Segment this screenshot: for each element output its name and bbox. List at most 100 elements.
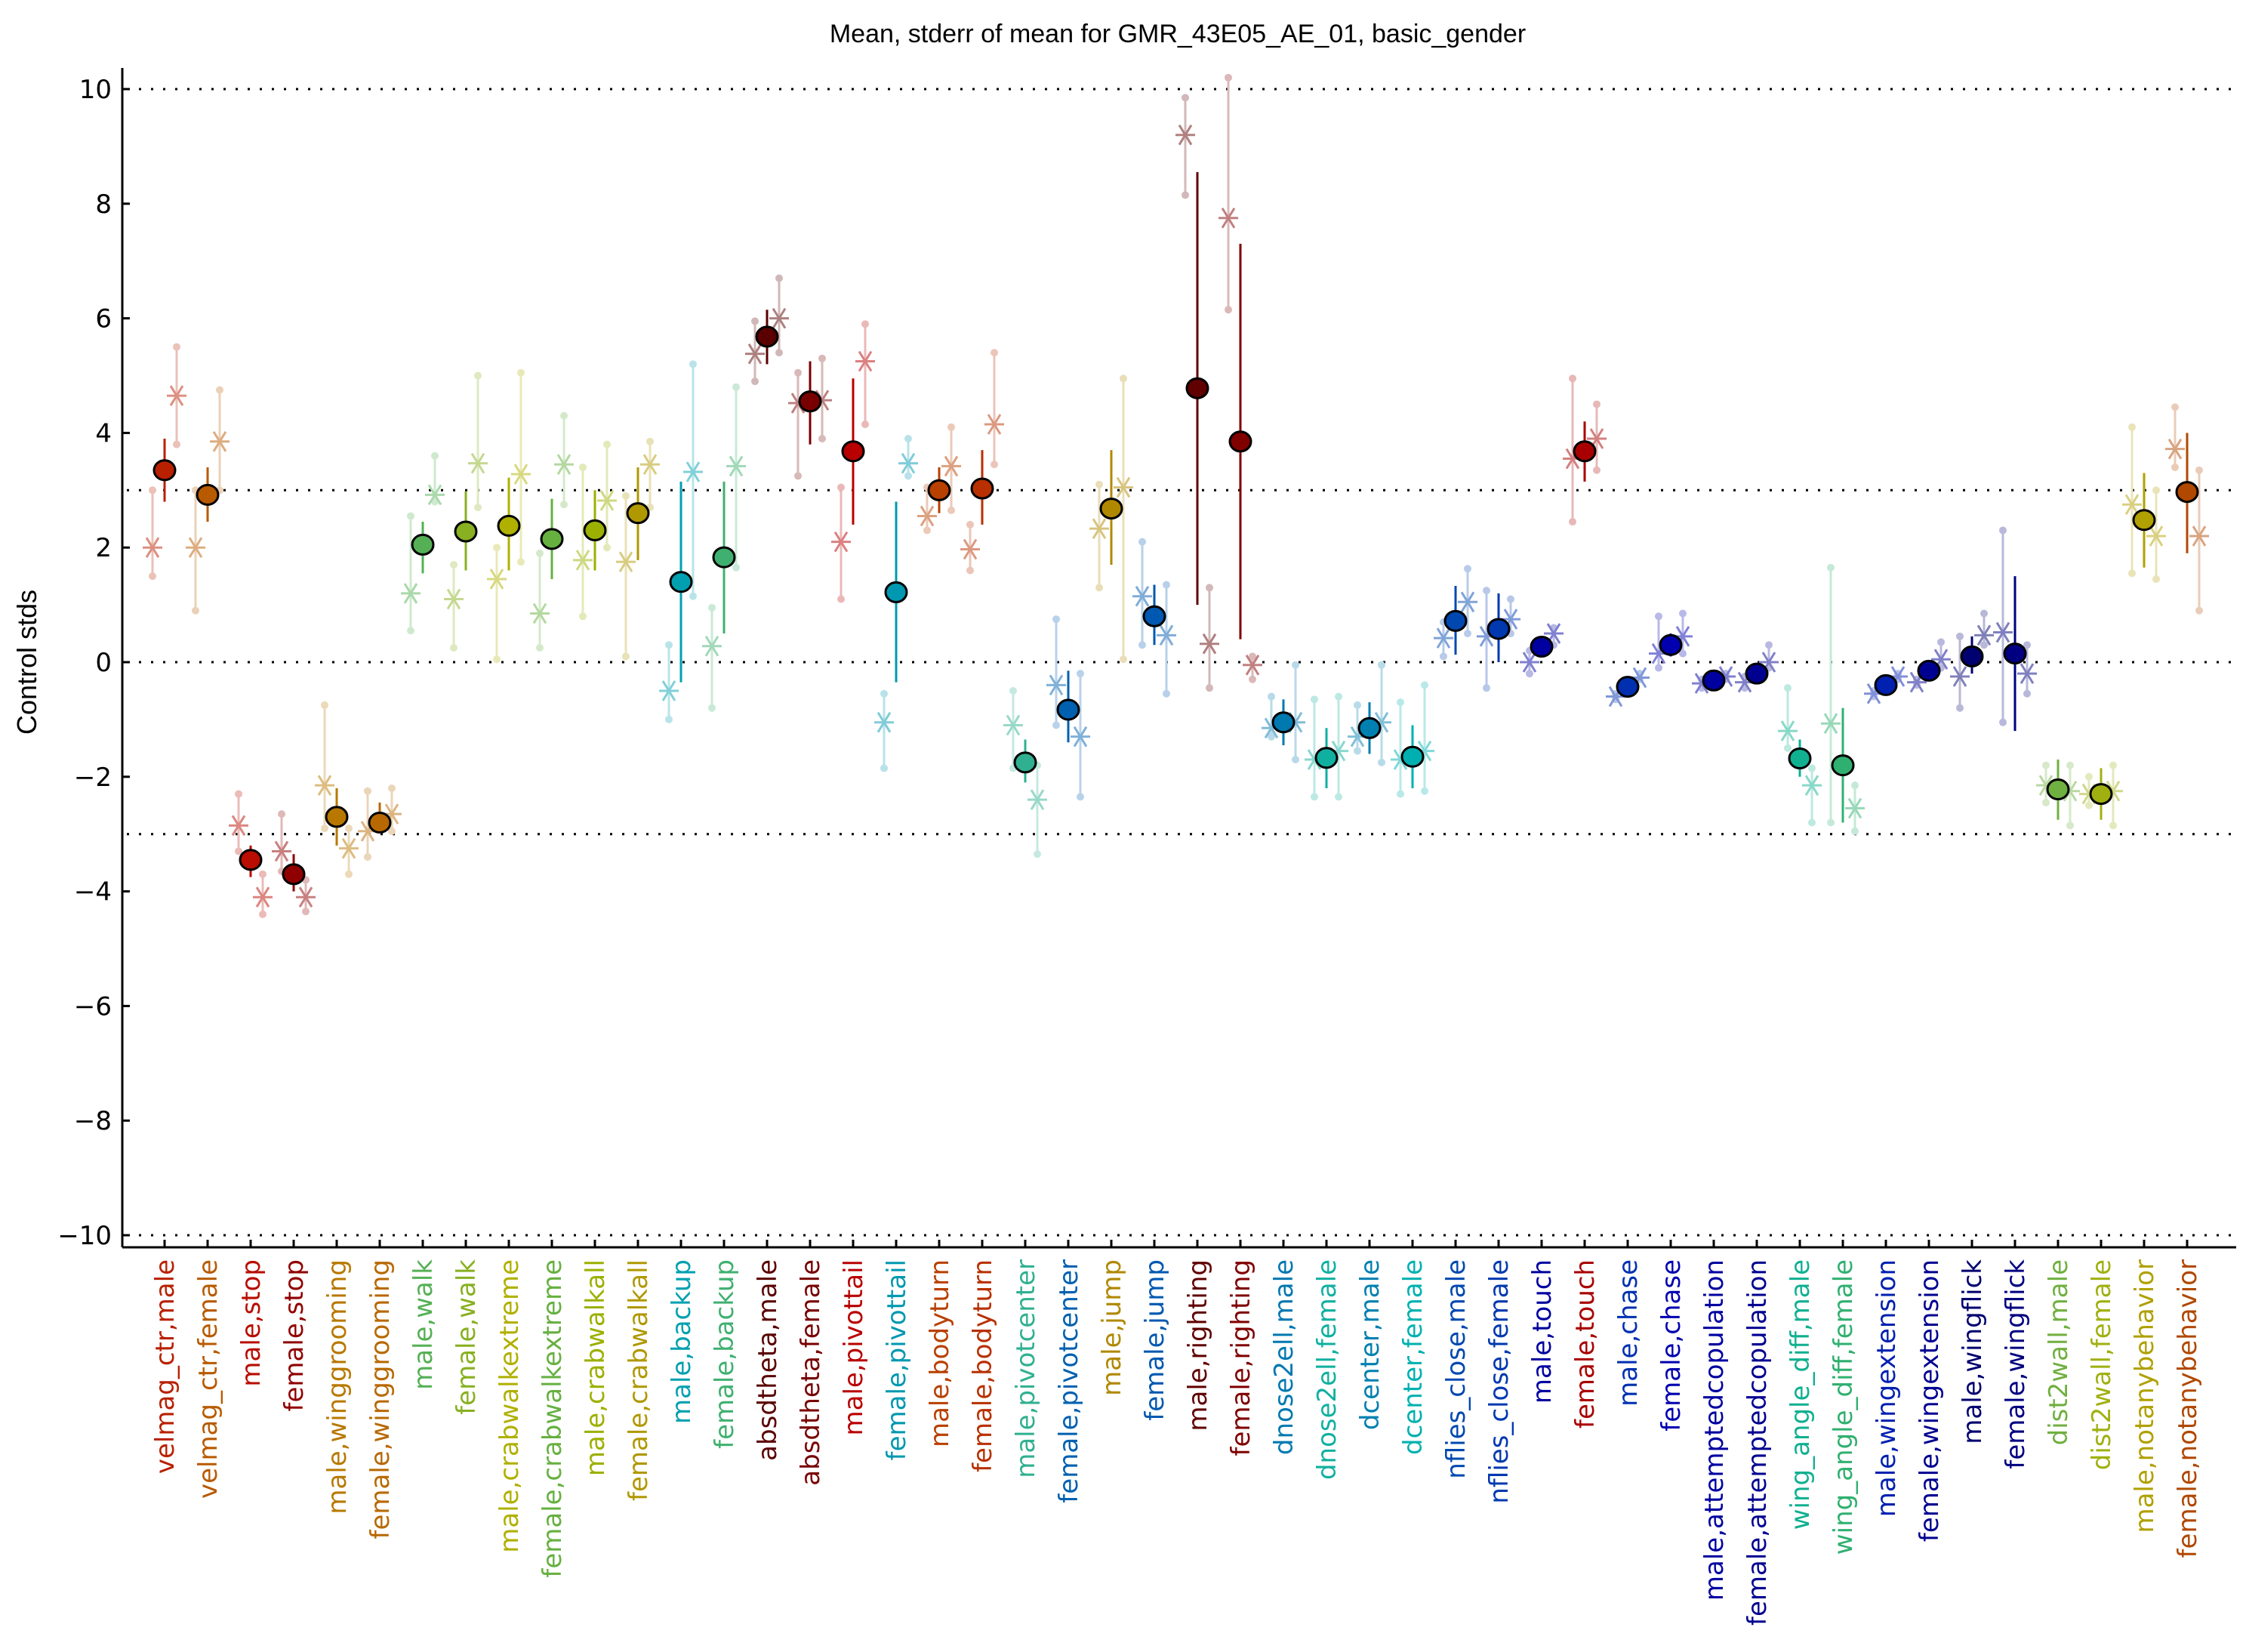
experiment-error-cap <box>837 595 845 603</box>
experiment-error-cap <box>1679 609 1687 618</box>
category-group <box>487 368 531 664</box>
experiment-error-cap <box>1397 698 1404 707</box>
experiment-error-cap <box>364 853 371 861</box>
experiment-error-cap <box>1311 793 1318 801</box>
experiment-mean-asterisk <box>143 537 162 558</box>
experiment-error-cap <box>1956 704 1964 712</box>
experiment-error-cap <box>1354 701 1361 709</box>
experiment-error-cap <box>1464 565 1471 573</box>
experiment-error-cap <box>2195 606 2203 615</box>
experiment-error-cap <box>1956 632 1964 640</box>
experiment-error-cap <box>1483 684 1490 692</box>
experiment-mean-asterisk <box>1219 207 1238 229</box>
mean-marker <box>1874 673 1898 696</box>
x-tick-label: female,jump <box>1140 1259 1170 1421</box>
experiment-error-cap <box>1851 781 1859 790</box>
experiment-error-cap <box>2042 761 2050 769</box>
experiment-mean-asterisk <box>1089 518 1109 539</box>
experiment-error-cap <box>1249 652 1256 661</box>
category-group <box>960 349 1004 575</box>
category-group <box>1391 681 1434 798</box>
experiment-mean-asterisk <box>1175 124 1195 146</box>
experiment-error-cap <box>1249 675 1256 683</box>
experiment-error-cap <box>2171 463 2179 471</box>
experiment-mean-asterisk <box>745 343 765 365</box>
experiment-error-cap <box>1593 466 1601 474</box>
experiment-mean-asterisk <box>659 680 679 701</box>
x-tick-label: male,attemptedcopulation <box>1699 1259 1730 1601</box>
y-tick-label: −2 <box>74 763 112 793</box>
mean-marker <box>583 519 607 541</box>
mean-marker <box>239 849 263 871</box>
experiment-error-cap <box>708 704 716 712</box>
experiment-error-cap <box>235 790 242 798</box>
experiment-error-cap <box>2066 821 2074 830</box>
mean-marker <box>1917 659 1941 682</box>
mean-marker <box>626 502 650 525</box>
experiment-error-cap <box>603 440 611 448</box>
experiment-error-cap <box>1206 684 1213 692</box>
y-tick-label: −10 <box>57 1221 112 1251</box>
category-group <box>1520 623 1564 678</box>
experiment-error-cap <box>861 421 869 429</box>
x-tick-label: male,notanybehavior <box>2130 1259 2160 1533</box>
category-group <box>401 452 445 635</box>
experiment-error-cap <box>2171 403 2179 411</box>
experiment-error-cap <box>321 701 328 709</box>
experiment-error-cap <box>1095 480 1103 489</box>
experiment-error-cap <box>474 371 482 380</box>
experiment-mean-asterisk <box>640 454 660 475</box>
experiment-error-cap <box>603 544 611 552</box>
experiment-mean-asterisk <box>597 490 617 511</box>
x-tick-label: male,righting <box>1183 1259 1213 1432</box>
x-tick-label: dnose2ell,female <box>1312 1259 1342 1480</box>
mean-marker <box>1013 751 1037 774</box>
experiment-error-cap <box>904 434 912 442</box>
experiment-error-cap <box>173 343 180 351</box>
mean-marker <box>669 571 693 593</box>
experiment-mean-asterisk <box>1071 726 1090 747</box>
y-tick-label: 0 <box>95 648 112 678</box>
x-tick-label: female,chase <box>1656 1259 1687 1432</box>
experiment-error-cap <box>1980 609 1988 618</box>
x-tick-label: female,bodyturn <box>968 1259 998 1472</box>
experiment-error-cap <box>2109 821 2117 830</box>
experiment-error-cap <box>1851 827 1859 835</box>
mean-marker <box>1831 754 1855 777</box>
category-group <box>143 343 186 581</box>
x-tick-label: wing_angle_diff,male <box>1785 1259 1816 1530</box>
experiment-mean-asterisk <box>683 461 703 482</box>
mean-marker <box>2046 778 2070 800</box>
category-group <box>1348 661 1391 766</box>
experiment-error-cap <box>1526 670 1533 678</box>
experiment-mean-asterisk <box>2146 525 2166 547</box>
experiment-error-cap <box>622 652 630 661</box>
experiment-error-cap <box>1120 655 1127 664</box>
experiment-error-cap <box>1980 641 1988 649</box>
experiment-mean-asterisk <box>1243 655 1262 676</box>
experiment-error-cap <box>2066 761 2074 769</box>
mean-marker <box>1702 669 1726 692</box>
experiment-error-cap <box>732 563 740 572</box>
experiment-error-cap <box>536 549 544 557</box>
mean-marker <box>1056 698 1080 721</box>
experiment-mean-asterisk <box>253 886 273 908</box>
category-group <box>1735 641 1779 693</box>
mean-marker <box>1314 747 1339 769</box>
experiment-error-cap <box>1311 695 1318 704</box>
mean-marker <box>1357 717 1382 739</box>
experiment-error-cap <box>947 506 955 514</box>
experiment-error-cap <box>1569 374 1576 383</box>
category-group <box>530 411 574 652</box>
x-tick-label: nflies_close,male <box>1441 1259 1471 1479</box>
category-group <box>788 354 832 480</box>
experiment-error-cap <box>2023 689 2031 698</box>
experiment-mean-asterisk <box>339 837 359 859</box>
experiment-mean-asterisk <box>1132 585 1152 607</box>
x-tick-label: nflies_close,female <box>1484 1259 1514 1504</box>
x-tick-label: male,stop <box>236 1259 267 1387</box>
experiment-error-cap <box>1206 584 1213 592</box>
category-group <box>1262 661 1305 764</box>
x-tick-label: absdtheta,male <box>753 1259 783 1461</box>
experiment-mean-asterisk <box>1027 789 1047 810</box>
